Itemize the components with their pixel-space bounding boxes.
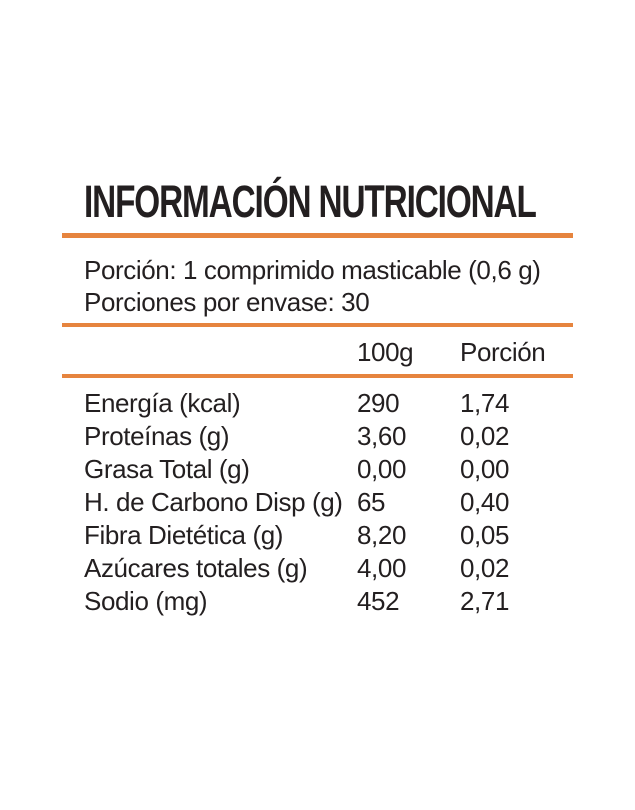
nutrient-name: Grasa Total (g) <box>84 454 250 484</box>
table-row: Azúcares totales (g) 4,00 0,02 <box>62 552 573 585</box>
servings-per-container-text: Porciones por envase: 30 <box>84 287 370 317</box>
table-row: H. de Carbono Disp (g) 65 0,40 <box>62 486 573 519</box>
table-row: Sodio (mg) 452 2,71 <box>62 585 573 618</box>
value-per-100g: 452 <box>357 586 400 616</box>
value-per-100g: 4,00 <box>357 553 407 583</box>
value-per-100g: 290 <box>357 388 400 418</box>
value-per-100g: 0,00 <box>357 454 407 484</box>
value-per-100g: 8,20 <box>357 520 407 550</box>
nutrient-name: Proteínas (g) <box>84 421 230 451</box>
divider-rule-middle <box>62 323 573 327</box>
value-per-portion: 2,71 <box>460 586 510 616</box>
nutrient-table: Energía (kcal) 290 1,74 Proteínas (g) 3,… <box>62 387 573 618</box>
value-per-portion: 1,74 <box>460 388 510 418</box>
value-per-100g: 65 <box>357 487 386 517</box>
value-per-portion: 0,02 <box>460 553 510 583</box>
divider-rule-top <box>62 233 573 238</box>
nutrient-name: Sodio (mg) <box>84 586 208 616</box>
divider-rule-bottom <box>62 374 573 378</box>
table-row: Fibra Dietética (g) 8,20 0,05 <box>62 519 573 552</box>
nutrition-label: INFORMACIÓN NUTRICIONAL Porción: 1 compr… <box>62 0 573 618</box>
value-per-100g: 3,60 <box>357 421 407 451</box>
nutrient-name: H. de Carbono Disp (g) <box>84 487 343 517</box>
column-header-100g: 100g <box>357 337 414 367</box>
value-per-portion: 0,00 <box>460 454 510 484</box>
table-row: Energía (kcal) 290 1,74 <box>62 387 573 420</box>
table-header-spacer <box>62 336 357 369</box>
nutrient-name: Fibra Dietética (g) <box>84 520 284 550</box>
nutrient-name: Energía (kcal) <box>84 388 241 418</box>
nutrition-label-title: INFORMACIÓN NUTRICIONAL <box>84 176 537 227</box>
table-row: Grasa Total (g) 0,00 0,00 <box>62 453 573 486</box>
value-per-portion: 0,05 <box>460 520 510 550</box>
value-per-portion: 0,40 <box>460 487 510 517</box>
nutrient-name: Azúcares totales (g) <box>84 553 308 583</box>
table-row: Proteínas (g) 3,60 0,02 <box>62 420 573 453</box>
table-header-row: 100g Porción <box>62 336 573 369</box>
column-header-porcion: Porción <box>460 337 546 367</box>
portion-size-text: Porción: 1 comprimido masticable (0,6 g) <box>84 255 541 285</box>
serving-info: Porción: 1 comprimido masticable (0,6 g)… <box>62 254 573 318</box>
value-per-portion: 0,02 <box>460 421 510 451</box>
